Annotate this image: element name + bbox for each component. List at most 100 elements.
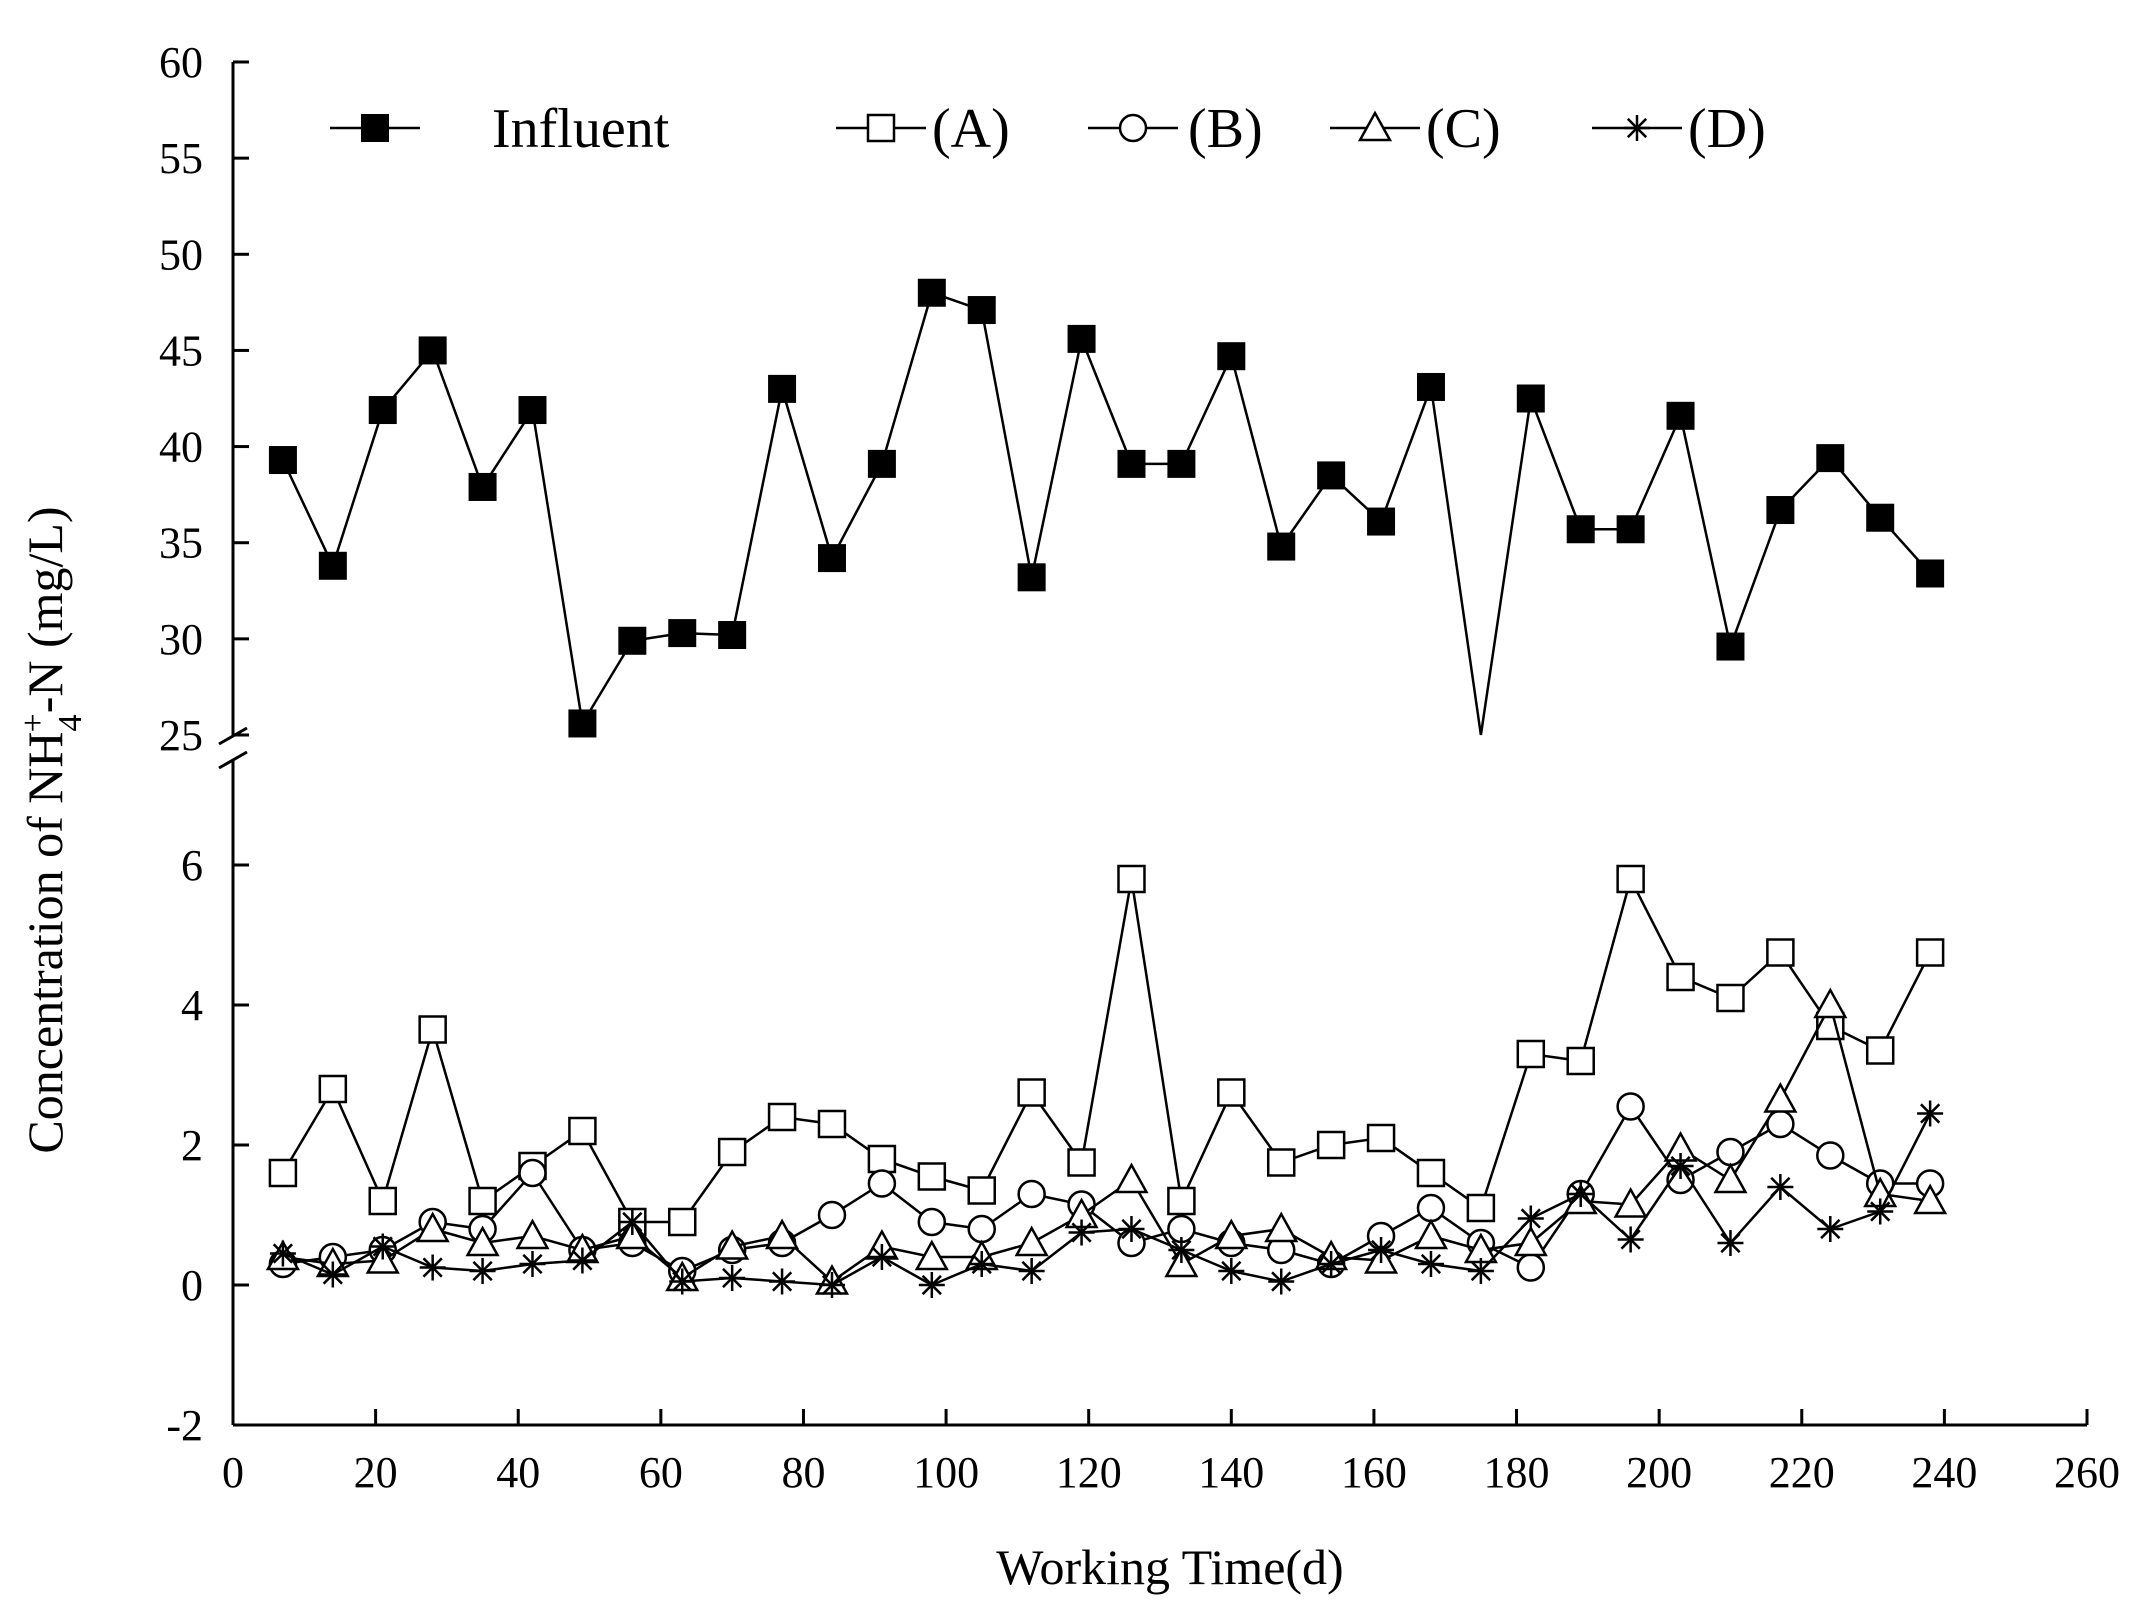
data-point	[917, 1207, 947, 1237]
data-point	[518, 396, 547, 425]
data-point	[568, 709, 597, 738]
data-point	[518, 1158, 547, 1188]
y-axis-title-sub: 4	[52, 714, 89, 731]
x-tick-label: 220	[1769, 1448, 1835, 1497]
data-point	[914, 1239, 949, 1271]
data-point	[668, 619, 697, 648]
data-point	[1118, 1216, 1145, 1242]
data-point	[1667, 1153, 1694, 1179]
legend-marker	[1118, 113, 1148, 143]
data-point	[867, 449, 896, 478]
y-axis-title-sup: +	[15, 713, 52, 732]
data-point	[1217, 1078, 1246, 1107]
data-point	[1217, 342, 1246, 371]
data-point	[1817, 1216, 1844, 1242]
data-point	[715, 1228, 750, 1260]
data-point	[1766, 496, 1795, 525]
data-point	[1168, 1237, 1195, 1263]
data-point	[1264, 1211, 1299, 1243]
legend-item: Influent	[330, 98, 670, 160]
data-point	[1666, 962, 1695, 992]
data-point	[1616, 515, 1645, 544]
data-point	[268, 1158, 298, 1188]
data-point	[1566, 515, 1595, 544]
data-point	[867, 1144, 897, 1174]
y-upper-tick-label: 60	[159, 38, 203, 87]
data-point	[1416, 1158, 1446, 1188]
data-point	[1513, 1225, 1548, 1257]
series-line	[282, 1112, 1932, 1287]
legend-label: (B)	[1188, 98, 1263, 160]
data-point	[1916, 559, 1945, 588]
data-point	[1067, 1148, 1096, 1177]
data-point	[1766, 938, 1795, 967]
data-point	[1763, 1081, 1798, 1113]
data-point	[1466, 1193, 1496, 1223]
data-point	[818, 1272, 845, 1298]
data-point	[768, 374, 797, 403]
data-point	[867, 1169, 897, 1198]
data-point	[1167, 1186, 1196, 1216]
data-point	[1317, 461, 1346, 490]
data-point	[619, 1209, 646, 1235]
legend-marker	[1357, 110, 1393, 142]
data-point	[1666, 401, 1695, 430]
data-point	[1268, 1268, 1295, 1295]
data-point	[1014, 1225, 1049, 1257]
data-point	[1913, 1183, 1948, 1215]
data-point	[1566, 1046, 1595, 1076]
legend-item: (C)	[1330, 98, 1501, 160]
data-point	[368, 1186, 397, 1216]
data-point	[1813, 987, 1848, 1019]
data-point	[1617, 1226, 1644, 1253]
data-point	[1017, 1179, 1046, 1209]
data-point	[817, 1200, 847, 1230]
data-point	[669, 1268, 696, 1295]
data-point	[1713, 1162, 1748, 1194]
data-point	[465, 1225, 500, 1257]
data-point	[515, 1218, 550, 1250]
x-tick-label: 180	[1484, 1448, 1550, 1497]
axis-break-mark-lower	[218, 750, 248, 770]
legend-label: (A)	[932, 98, 1010, 160]
data-point	[967, 1214, 996, 1244]
data-point	[667, 1207, 697, 1237]
series-b	[268, 1092, 1945, 1286]
y-axis-title-base: NH	[17, 731, 73, 803]
data-point	[1816, 1141, 1845, 1170]
y-upper-tick-label: 30	[159, 615, 203, 664]
data-point	[1318, 1251, 1345, 1277]
data-point	[1366, 1123, 1396, 1153]
y-upper-tick-label: 25	[159, 711, 203, 760]
data-point	[1716, 983, 1745, 1013]
data-point	[1267, 532, 1296, 561]
legend-marker	[361, 114, 389, 142]
x-tick-label: 200	[1626, 1448, 1692, 1497]
data-point	[1214, 1218, 1249, 1250]
series-d	[269, 1100, 1944, 1298]
data-point	[769, 1268, 796, 1295]
data-point	[1917, 1100, 1944, 1127]
data-point	[568, 1116, 597, 1146]
data-point	[718, 621, 747, 650]
data-point	[369, 1233, 396, 1260]
data-point	[917, 1162, 947, 1191]
x-tick-label: 120	[1056, 1448, 1122, 1497]
series-line	[282, 1001, 1931, 1284]
legend-item: (D)	[1592, 98, 1766, 160]
legend-label: Influent	[492, 98, 670, 160]
data-point	[415, 1211, 450, 1243]
y-lower-tick-label: 0	[181, 1261, 203, 1310]
data-point	[1866, 503, 1895, 532]
data-point	[868, 1244, 895, 1270]
data-point	[368, 396, 397, 425]
y-lower-tick-label: 2	[181, 1121, 203, 1170]
x-tick-label: 100	[913, 1448, 979, 1497]
y-axis-title: Concentration of NH4+-N (mg/L)	[15, 506, 89, 1153]
x-tick-label: 80	[781, 1448, 825, 1497]
series-line	[282, 1104, 1931, 1273]
y-upper-tick-label: 45	[159, 326, 203, 375]
data-point	[1516, 1039, 1546, 1069]
data-point	[1915, 938, 1945, 967]
data-point	[618, 626, 647, 655]
